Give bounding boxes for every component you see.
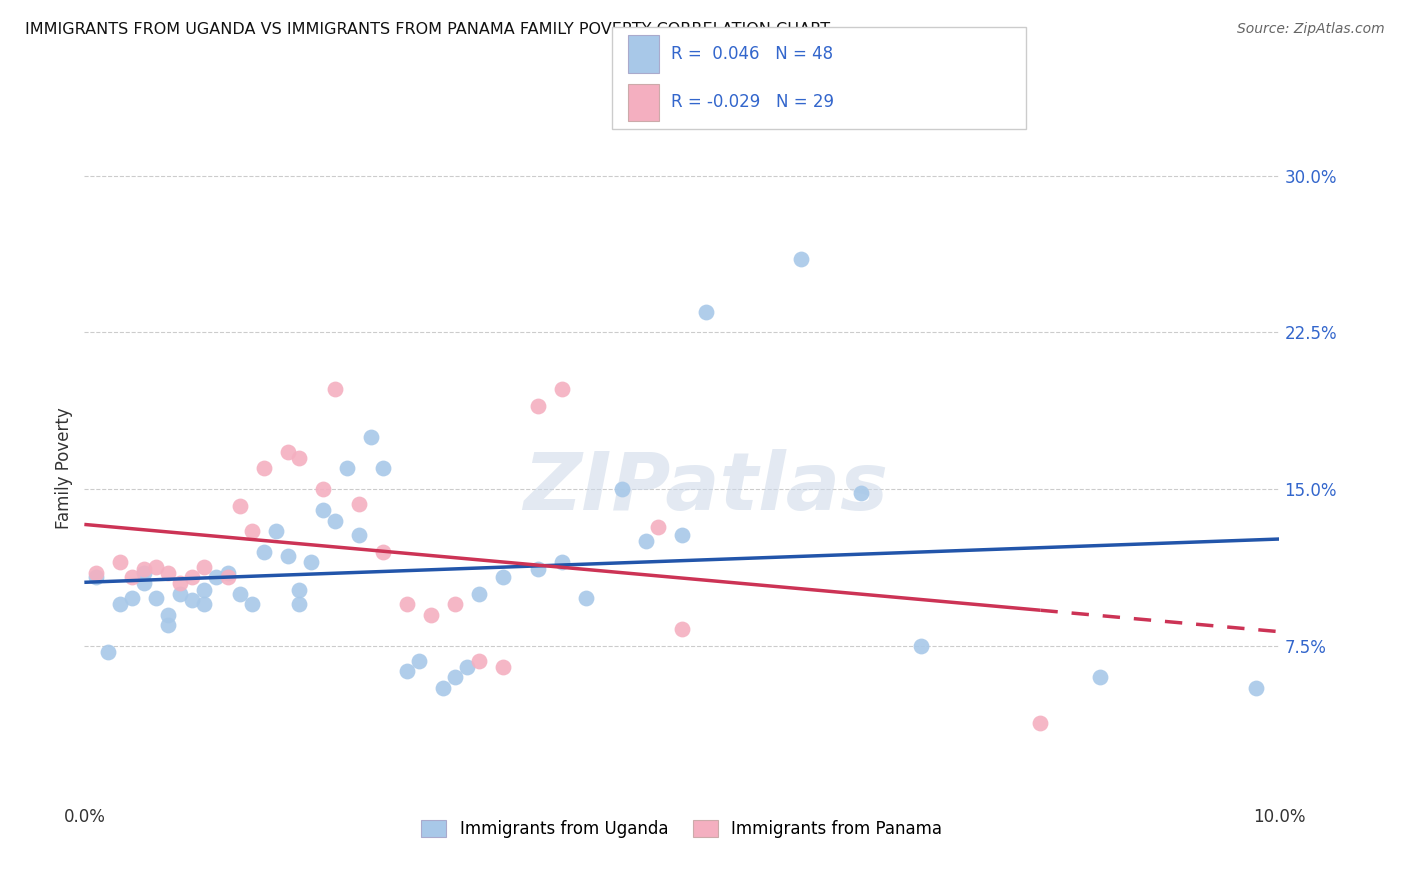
Point	[325, 514, 347, 528]
Point	[373, 545, 395, 559]
Point	[373, 461, 395, 475]
Point	[97, 645, 120, 659]
Point	[360, 430, 382, 444]
Point	[527, 399, 550, 413]
Point	[612, 482, 634, 496]
Y-axis label: Family Poverty: Family Poverty	[55, 408, 73, 529]
Point	[671, 528, 693, 542]
Point	[288, 582, 311, 597]
Point	[145, 591, 167, 605]
Point	[253, 545, 276, 559]
Point	[1244, 681, 1267, 695]
Point	[444, 670, 467, 684]
Point	[420, 607, 443, 622]
Point	[110, 555, 132, 569]
Point	[228, 587, 252, 601]
Point	[240, 524, 263, 538]
Point	[790, 252, 813, 267]
Point	[301, 555, 323, 569]
Point	[169, 576, 191, 591]
Point	[468, 654, 491, 668]
Point	[157, 618, 180, 632]
Point	[157, 607, 180, 622]
Point	[408, 654, 430, 668]
Point	[240, 597, 263, 611]
Point	[1090, 670, 1112, 684]
Text: R = -0.029   N = 29: R = -0.029 N = 29	[671, 94, 834, 112]
Point	[456, 660, 478, 674]
Point	[217, 570, 239, 584]
Point	[647, 520, 669, 534]
Point	[193, 559, 215, 574]
Point	[312, 482, 335, 496]
Point	[396, 664, 419, 678]
Point	[396, 597, 419, 611]
Point	[228, 499, 252, 513]
Point	[671, 622, 693, 636]
Point	[312, 503, 335, 517]
Point	[468, 587, 491, 601]
Point	[851, 486, 873, 500]
Point	[575, 591, 598, 605]
Point	[181, 593, 204, 607]
Point	[157, 566, 180, 580]
Point	[193, 597, 215, 611]
Point	[492, 660, 515, 674]
Point	[349, 528, 371, 542]
Text: R =  0.046   N = 48: R = 0.046 N = 48	[671, 45, 832, 63]
Point	[288, 450, 311, 465]
Point	[551, 382, 574, 396]
Point	[121, 591, 143, 605]
Point	[86, 570, 108, 584]
Legend: Immigrants from Uganda, Immigrants from Panama: Immigrants from Uganda, Immigrants from …	[415, 814, 949, 845]
Point	[86, 566, 108, 580]
Point	[432, 681, 454, 695]
Point	[551, 555, 574, 569]
Text: IMMIGRANTS FROM UGANDA VS IMMIGRANTS FROM PANAMA FAMILY POVERTY CORRELATION CHAR: IMMIGRANTS FROM UGANDA VS IMMIGRANTS FRO…	[25, 22, 831, 37]
Point	[277, 444, 299, 458]
Point	[527, 562, 550, 576]
Point	[492, 570, 515, 584]
Text: ZIPatlas: ZIPatlas	[523, 450, 889, 527]
Point	[277, 549, 299, 563]
Point	[132, 566, 156, 580]
Point	[181, 570, 204, 584]
Point	[132, 562, 156, 576]
Point	[253, 461, 276, 475]
Point	[325, 382, 347, 396]
Point	[169, 587, 191, 601]
Point	[336, 461, 359, 475]
Point	[121, 570, 143, 584]
Point	[264, 524, 287, 538]
Point	[288, 597, 311, 611]
Point	[217, 566, 239, 580]
Point	[695, 304, 717, 318]
Point	[349, 497, 371, 511]
Point	[145, 559, 167, 574]
Point	[444, 597, 467, 611]
Point	[1029, 716, 1052, 731]
Point	[636, 534, 658, 549]
Point	[205, 570, 228, 584]
Point	[110, 597, 132, 611]
Text: Source: ZipAtlas.com: Source: ZipAtlas.com	[1237, 22, 1385, 37]
Point	[193, 582, 215, 597]
Point	[910, 639, 932, 653]
Point	[132, 576, 156, 591]
